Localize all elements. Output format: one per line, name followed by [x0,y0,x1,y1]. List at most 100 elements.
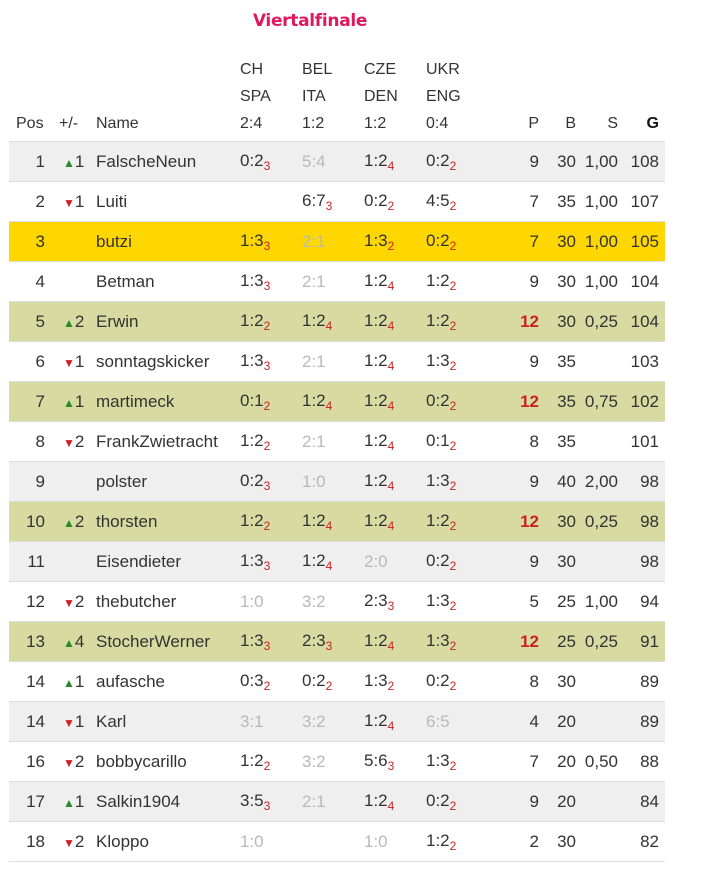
tip-score: 2:1 [302,271,326,291]
tip-cell: 0:22 [426,661,488,702]
player-name[interactable]: StocherWerner [96,621,240,662]
tip-score: 2:3 [364,590,388,610]
arrow-down-icon: ▼ [63,835,75,850]
tip-points: 4 [325,398,333,413]
change-value: 1 [74,191,85,211]
tip-points: 4 [387,438,395,453]
rank-cell: 7 [9,381,55,422]
points-p: 4 [488,701,545,742]
change-cell: ▼1 [55,181,96,222]
tip-points: 3 [387,598,395,613]
change-cell: ▲1 [55,381,96,422]
header-match-2[interactable]: BEL ITA 1:2 [302,56,364,142]
player-name[interactable]: thorsten [96,501,240,542]
header-pos[interactable]: Pos [16,115,44,132]
header-name[interactable]: Name [96,115,139,132]
tip-points: 4 [325,558,333,573]
table-row[interactable]: 8 ▼2 FrankZwietracht 1:22 2:1 1:24 0:12 8 35 101 [9,421,665,462]
tip-cell: 0:12 [240,381,302,422]
arrow-down-icon: ▼ [63,595,75,610]
points-total: 82 [624,821,665,862]
player-name[interactable]: butzi [96,221,240,262]
header-b[interactable]: B [565,115,576,132]
table-row[interactable]: 2 ▼1 Luiti 6:73 0:22 4:52 7 35 1,00 107 [9,181,665,222]
table-row[interactable]: 12 ▼2 thebutcher 1:0 3:2 2:33 1:32 5 25 1,00 94 [9,581,665,622]
match-team-2: ITA [302,88,326,105]
tip-cell: 5:63 [364,741,426,782]
table-row[interactable]: 3 butzi 1:33 2:1 1:32 0:22 7 30 1,00 105 [9,221,665,262]
tip-score: 1:2 [426,310,450,330]
player-name[interactable]: polster [96,461,240,502]
player-name[interactable]: sonntagskicker [96,341,240,382]
player-name[interactable]: FalscheNeun [96,141,240,182]
table-row[interactable]: 18 ▼2 Kloppo 1:0 1:0 1:22 2 30 82 [9,821,665,862]
tip-points: 2 [325,678,333,693]
tip-cell: 1:0 [302,461,364,502]
table-row[interactable]: 5 ▲2 Erwin 1:22 1:24 1:24 1:22 12 30 0,25 104 [9,301,665,342]
header-g[interactable]: G [646,115,659,132]
table-row[interactable]: 17 ▲1 Salkin1904 3:53 2:1 1:24 0:22 9 20 84 [9,781,665,822]
header-match-4[interactable]: UKR ENG 0:4 [426,56,488,142]
header-change[interactable]: +/- [59,115,79,132]
arrow-up-icon: ▲ [63,515,75,530]
tip-score: 0:2 [426,390,450,410]
header-match-3[interactable]: CZE DEN 1:2 [364,56,426,142]
tip-value: 1:32 [426,751,456,773]
header-p[interactable]: P [528,115,539,132]
tip-points: 2 [449,318,457,333]
change-cell [55,221,96,262]
player-name[interactable]: Salkin1904 [96,781,240,822]
tip-value: 4:52 [426,191,456,213]
header-s[interactable]: S [607,115,618,132]
table-row[interactable]: 14 ▲1 aufasche 0:32 0:22 1:32 0:22 8 30 89 [9,661,665,702]
match-team-1: CH [240,61,264,78]
points-b: 25 [545,621,582,662]
tip-score: 1:2 [426,830,450,850]
tip-score: 0:1 [240,390,264,410]
table-row[interactable]: 10 ▲2 thorsten 1:22 1:24 1:24 1:22 12 30 0,25 98 [9,501,665,542]
player-name[interactable]: Erwin [96,301,240,342]
tip-cell: 1:24 [364,261,426,302]
tip-value: 1:24 [364,711,394,733]
points-b: 25 [545,581,582,622]
table-row[interactable]: 14 ▼1 Karl 3:1 3:2 1:24 6:5 4 20 89 [9,701,665,742]
player-name[interactable]: FrankZwietracht [96,421,240,462]
table-row[interactable]: 7 ▲1 martimeck 0:12 1:24 1:24 0:22 12 35 0,75 102 [9,381,665,422]
tip-value: 1:24 [302,551,333,573]
tip-cell: 5:4 [302,141,364,182]
tip-cell: 1:33 [240,221,302,262]
tip-cell: 1:24 [364,621,426,662]
table-row[interactable]: 11 Eisendieter 1:33 1:24 2:0 0:22 9 30 98 [9,541,665,582]
player-name[interactable]: aufasche [96,661,240,702]
points-p: 7 [488,221,545,262]
player-name[interactable]: Kloppo [96,821,240,862]
tip-cell: 1:33 [240,341,302,382]
tip-value: 1:22 [240,511,270,533]
player-name[interactable]: martimeck [96,381,240,422]
tip-score: 1:3 [364,670,388,690]
points-b: 30 [545,261,582,302]
table-row[interactable]: 16 ▼2 bobbycarillo 1:22 3:2 5:63 1:32 7 20 0,50 88 [9,741,665,782]
header-match-1[interactable]: CH SPA 2:4 [240,56,302,142]
tip-cell: 2:1 [302,221,364,262]
points-total: 88 [624,741,665,782]
tip-points: 2 [449,598,457,613]
player-name[interactable]: Karl [96,701,240,742]
table-row[interactable]: 13 ▲4 StocherWerner 1:33 2:33 1:24 1:32 12 25 0,2… [9,621,665,662]
table-row[interactable]: 9 polster 0:23 1:0 1:24 1:32 9 40 2,00 98 [9,461,665,502]
match-team-1: CZE [364,61,396,78]
arrow-down-icon: ▼ [63,435,75,450]
player-name[interactable]: Eisendieter [96,541,240,582]
player-name[interactable]: Betman [96,261,240,302]
table-row[interactable]: 6 ▼1 sonntagskicker 1:33 2:1 1:24 1:32 9 35 103 [9,341,665,382]
table-row[interactable]: 1 ▲1 FalscheNeun 0:23 5:4 1:24 0:22 9 30 1,00 108 [9,141,665,182]
tip-value: 1:0 [302,472,326,491]
tip-score: 1:3 [426,590,450,610]
player-name[interactable]: bobbycarillo [96,741,240,782]
arrow-up-icon: ▲ [63,635,75,650]
header-row: Pos +/- Name CH SPA 2:4 BEL ITA 1:2 CZE DEN 1:… [9,56,665,142]
table-row[interactable]: 4 Betman 1:33 2:1 1:24 1:22 9 30 1,00 104 [9,261,665,302]
player-name[interactable]: thebutcher [96,581,240,622]
tip-value: 1:24 [364,511,394,533]
player-name[interactable]: Luiti [96,181,240,222]
